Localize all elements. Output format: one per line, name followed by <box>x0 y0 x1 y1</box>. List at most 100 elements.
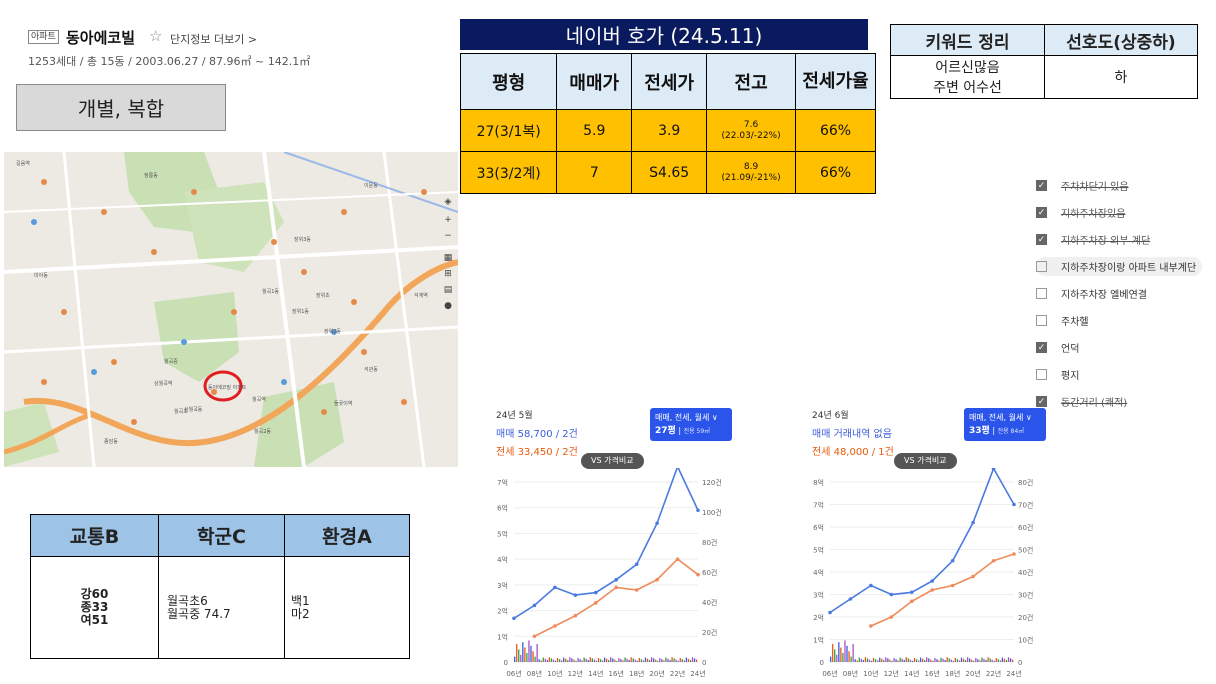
checklist-label: 평지 <box>1061 371 1080 382</box>
data-point <box>573 593 578 597</box>
volume-bar <box>542 657 544 662</box>
checkbox-checked-icon[interactable]: ✓ <box>1036 342 1047 353</box>
volume-bar <box>567 660 569 662</box>
y2-tick-label: 10건 <box>1018 636 1033 645</box>
y-tick-label: 3억 <box>813 592 824 600</box>
size-sub: 전용 84㎡ <box>997 428 1025 435</box>
checklist-item[interactable]: ✓ 주차차단기 있음 <box>1036 178 1129 193</box>
favorite-star-icon[interactable]: ☆ <box>149 27 163 45</box>
volume-bar <box>981 657 983 662</box>
checklist-item[interactable]: ✓ 동간거리 (쾌적) <box>1036 394 1127 409</box>
y2-tick-label: 120건 <box>702 478 722 487</box>
traffic-line: 여51 <box>80 613 109 627</box>
checklist-label: 동간거리 (쾌적) <box>1061 398 1128 409</box>
checkbox-empty-icon[interactable] <box>1036 288 1047 299</box>
checklist-item[interactable]: 지하주차장 엘베연결 <box>1036 286 1147 301</box>
checkbox-checked-icon[interactable]: ✓ <box>1036 180 1047 191</box>
volume-bar <box>1001 657 1004 662</box>
price-chart-33: 24년 6월 매매 거래내역 없음 전세 48,000 / 1건 매매, 전세,… <box>802 408 1046 684</box>
cell-high: 7.6 (22.03/-22%) <box>706 109 796 152</box>
volume-bar <box>534 656 536 662</box>
distance-icon[interactable]: ⊞ <box>444 269 452 279</box>
vs-compare-button[interactable]: VS 가격비교 <box>581 453 644 469</box>
volume-bar <box>969 658 971 662</box>
cell-jeonse: 3.9 <box>631 109 708 152</box>
chart-date: 24년 6월 <box>812 411 849 421</box>
volume-bar <box>836 654 838 662</box>
apartment-badge: 아파트 <box>28 30 59 44</box>
volume-bar <box>985 660 987 662</box>
volume-bar <box>548 657 551 662</box>
checkbox-checked-icon[interactable]: ✓ <box>1036 207 1047 218</box>
x-tick-label: 14년 <box>588 669 603 678</box>
data-point <box>614 577 619 582</box>
checkbox-empty-icon[interactable] <box>1036 315 1047 326</box>
y-tick-label: 2억 <box>497 608 508 616</box>
data-point <box>909 590 914 595</box>
x-tick-label: 20년 <box>965 669 980 678</box>
trade-type-dropdown[interactable]: 매매, 전세, 월세 ∨ 33평 | 전용 84㎡ <box>964 408 1046 441</box>
volume-bar <box>993 660 995 662</box>
data-point <box>634 588 639 592</box>
volume-bar <box>938 660 940 662</box>
volume-bar <box>860 658 862 662</box>
volume-bar <box>587 660 589 662</box>
compass-icon[interactable]: ◈ <box>444 197 452 207</box>
layers-icon[interactable]: ▦ <box>443 253 453 263</box>
data-point <box>848 597 853 601</box>
data-point <box>1012 552 1016 556</box>
checkbox-empty-icon[interactable] <box>1036 261 1047 272</box>
checklist-item[interactable]: ✓ 지하주차장있음 <box>1036 205 1125 220</box>
size-label: 27평 <box>655 426 676 436</box>
cell-jeonse: S4.65 <box>631 151 708 194</box>
volume-bar <box>599 659 602 662</box>
data-point <box>950 558 955 563</box>
data-point <box>909 599 914 604</box>
checklist-item[interactable]: ✓ 언덕 <box>1036 340 1079 355</box>
zoom-in-icon[interactable]: + <box>444 215 452 225</box>
volume-bar <box>593 659 596 662</box>
volume-bar <box>956 659 959 662</box>
map-label: 월곡중 <box>164 359 178 365</box>
checkbox-empty-icon[interactable] <box>1036 369 1047 380</box>
checklist-item[interactable]: ✓ 지하주차장 외부 계단 <box>1036 232 1150 247</box>
street-view-icon[interactable]: ▤ <box>443 285 453 295</box>
volume-bar <box>595 660 598 662</box>
env-line: 마2 <box>291 606 310 621</box>
col-header: 전세가 <box>631 53 708 110</box>
traffic-cell: 강60 종33 여51 <box>30 556 159 659</box>
price-title-text: 네이버 호가 (24.5.11) <box>565 24 763 48</box>
data-point <box>991 468 996 471</box>
traffic-line: 종33 <box>80 600 109 614</box>
map-view[interactable]: 길음역 월곡1동 장위1동 장위2동 석관동 동아에코빌 아파트 월곡역 상월곡… <box>4 152 458 467</box>
volume-bar <box>887 658 889 662</box>
volume-bar <box>885 657 887 662</box>
volume-bar <box>1011 659 1014 662</box>
zoom-out-icon[interactable]: − <box>444 231 452 241</box>
cell-ratio: 66% <box>795 151 876 194</box>
checkbox-checked-icon[interactable]: ✓ <box>1036 234 1047 245</box>
checklist-item[interactable]: 주차헬 <box>1036 313 1089 328</box>
volume-bar <box>909 659 912 662</box>
volume-bar <box>659 658 661 662</box>
trade-type-dropdown[interactable]: 매매, 전세, 월세 ∨ 27평 | 전용 59㎡ <box>650 408 732 441</box>
volume-bar <box>579 659 581 662</box>
volume-bar <box>532 651 534 662</box>
y2-tick-label: 0 <box>702 659 706 667</box>
checklist-item[interactable]: 평지 <box>1036 367 1079 382</box>
volume-bar <box>646 658 649 662</box>
checklist-item[interactable]: 지하주차장이랑 아파트 내부계단 <box>1036 257 1203 276</box>
checkbox-checked-icon[interactable]: ✓ <box>1036 396 1047 407</box>
volume-bar <box>569 657 571 662</box>
y2-tick-label: 30건 <box>1018 591 1033 600</box>
volume-bar <box>899 657 901 662</box>
complex-info-more-link[interactable]: 단지정보 더보기 > <box>170 33 258 46</box>
location-pin-icon[interactable]: ● <box>444 301 452 311</box>
volume-bar <box>612 658 614 662</box>
map-label: 장위1동 <box>292 309 309 315</box>
series-line-매매 <box>513 468 699 619</box>
y2-tick-label: 40건 <box>1018 568 1033 577</box>
cell-sale: 5.9 <box>556 109 633 152</box>
y2-tick-label: 80건 <box>1018 478 1033 487</box>
vs-compare-button[interactable]: VS 가격비교 <box>894 453 957 469</box>
